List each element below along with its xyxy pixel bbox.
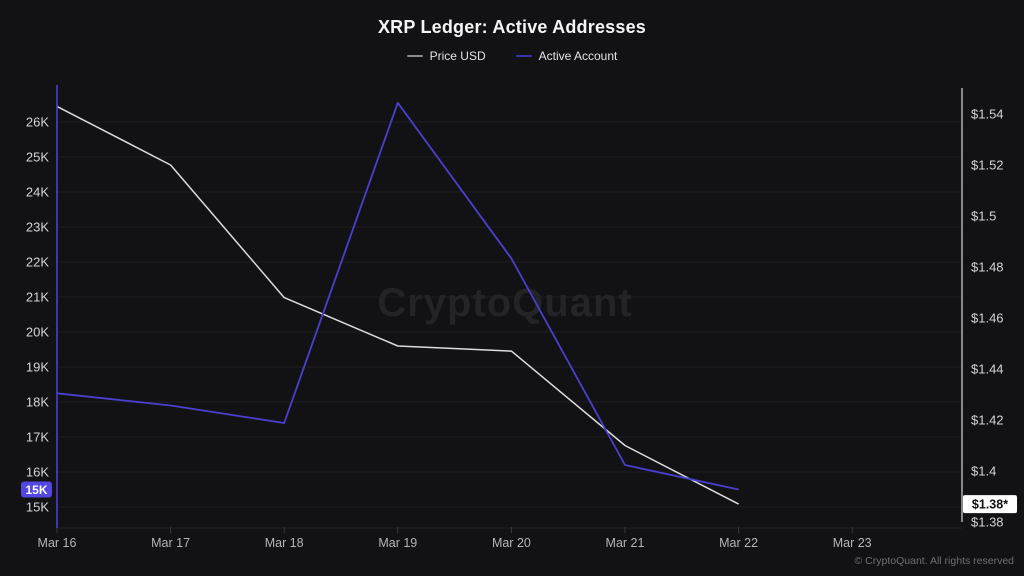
- y-tick-label-left: 22K: [26, 255, 49, 270]
- y-tick-label-right: $1.5: [971, 209, 996, 224]
- y-tick-label-left: 18K: [26, 395, 49, 410]
- y-tick-label-left: 23K: [26, 220, 49, 235]
- active-account-line: [56, 101, 739, 491]
- y-tick-label-right: $1.46: [971, 311, 1004, 326]
- price-value-badge-label: $1.38*: [972, 498, 1008, 512]
- watermark-text: CryptoQuant: [377, 281, 632, 325]
- price-usd-line: [56, 105, 739, 505]
- x-tick-label: Mar 22: [719, 536, 758, 550]
- y-tick-label-left: 19K: [26, 360, 49, 375]
- active-account-value-badge: [21, 481, 52, 498]
- y-tick-label-right: $1.52: [971, 158, 1004, 173]
- y-tick-label-left: 21K: [26, 290, 49, 305]
- chart-title: XRP Ledger: Active Addresses: [377, 17, 647, 37]
- x-tick-label: Mar 21: [606, 536, 645, 550]
- y-tick-label-left: 15K: [26, 500, 49, 515]
- attribution: © CryptoQuant. All rights reserved: [854, 555, 1014, 567]
- y-tick-label-left: 16K: [26, 465, 49, 480]
- y-tick-label-left: 25K: [26, 150, 49, 165]
- price-value-badge: [963, 495, 1017, 514]
- y-tick-label-left: 20K: [26, 325, 49, 340]
- y-tick-label-right: $1.54: [971, 107, 1004, 122]
- legend-item-price-usd[interactable]: Price USD: [406, 49, 486, 63]
- chart-header: XRP Ledger: Active Addresses Price USD A…: [0, 0, 1024, 63]
- x-tick-label: Mar 18: [265, 536, 304, 550]
- y-tick-label-left: 24K: [26, 185, 49, 200]
- y-tick-label-right: $1.4: [971, 464, 996, 479]
- legend-label-active-account: Active Account: [538, 49, 618, 63]
- y-tick-label-right: $1.38: [971, 515, 1004, 530]
- x-tick-label: Mar 16: [38, 536, 77, 550]
- active-account-value-badge-label: 15K: [25, 483, 47, 497]
- y-tick-label-right: $1.48: [971, 260, 1004, 275]
- legend-label-price-usd: Price USD: [429, 49, 486, 63]
- x-tick-label: Mar 19: [378, 536, 417, 550]
- price-usd-line-swatch: [406, 55, 423, 57]
- x-tick-label: Mar 23: [833, 536, 872, 550]
- x-tick-label: Mar 17: [151, 536, 190, 550]
- y-tick-label-right: $1.44: [971, 362, 1004, 377]
- y-tick-label-left: 17K: [26, 430, 49, 445]
- legend: Price USD Active Account: [0, 49, 1024, 63]
- y-tick-label-right: $1.42: [971, 413, 1004, 428]
- x-tick-label: Mar 20: [492, 536, 531, 550]
- active-account-line-swatch: [515, 55, 532, 57]
- legend-item-active-account[interactable]: Active Account: [515, 49, 618, 63]
- y-tick-label-left: 26K: [26, 115, 49, 130]
